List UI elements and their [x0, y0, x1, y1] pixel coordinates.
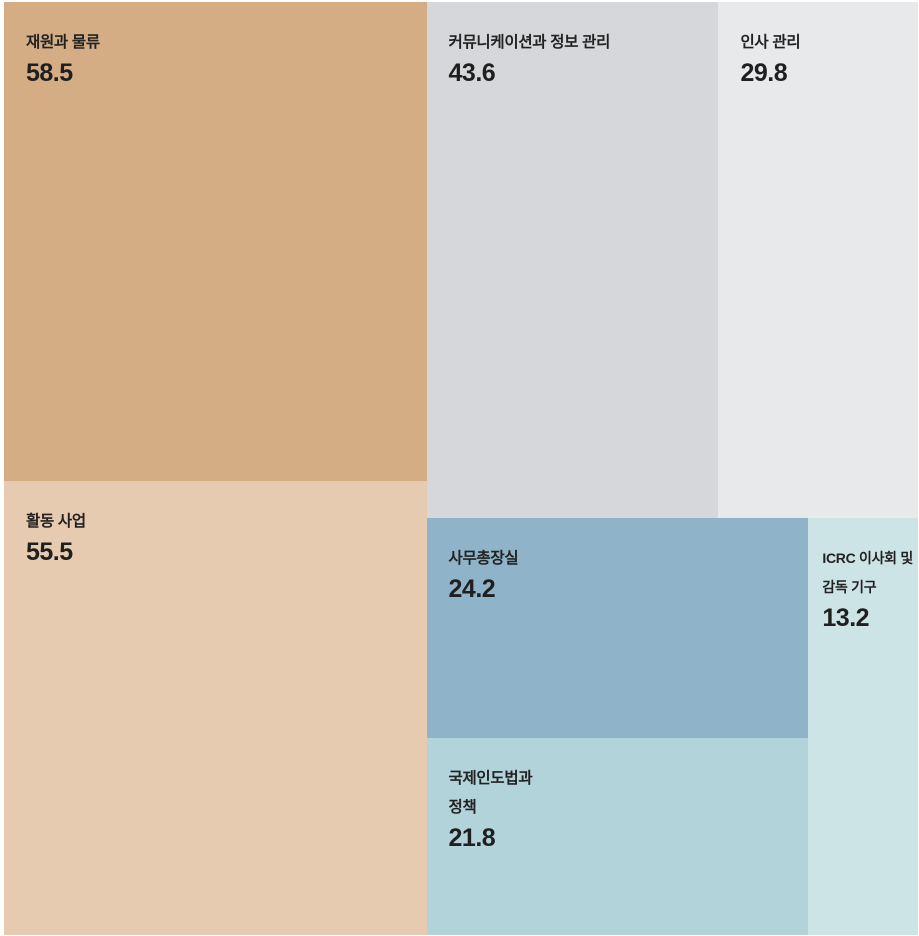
- tile-operations: 활동 사업 55.5: [4, 480, 427, 935]
- tile-label: 국제인도법과 정책: [448, 769, 533, 816]
- tile-value: 29.8: [740, 59, 788, 87]
- tile-value: 55.5: [26, 537, 73, 566]
- tile-value: 24.2: [448, 575, 496, 604]
- tile-value: 58.5: [26, 59, 73, 87]
- tile-value: 13.2: [822, 604, 870, 633]
- tile-assembly-oversight: ICRC 이사회 및 감독 기구 13.2: [808, 518, 918, 935]
- tile-label: 재원과 물류: [26, 34, 100, 51]
- tile-label: 활동 사업: [26, 512, 86, 530]
- tile-communication-information: 커뮤니케이션과 정보 관리 43.6: [426, 2, 719, 519]
- tile-label: ICRC 이사회 및 감독 기구: [822, 550, 913, 596]
- tile-label: 인사 관리: [740, 34, 801, 51]
- tile-directorate-general: 사무총장실 24.2: [426, 518, 809, 738]
- tile-human-resources: 인사 관리 29.8: [718, 2, 918, 519]
- tile-ihl-policy: 국제인도법과 정책 21.8: [426, 737, 809, 935]
- tile-label: 사무총장실: [448, 550, 519, 568]
- tile-value: 21.8: [448, 823, 496, 852]
- tile-resources-logistics: 재원과 물류 58.5: [4, 2, 427, 481]
- tile-label: 커뮤니케이션과 정보 관리: [448, 34, 611, 51]
- tile-value: 43.6: [448, 59, 496, 87]
